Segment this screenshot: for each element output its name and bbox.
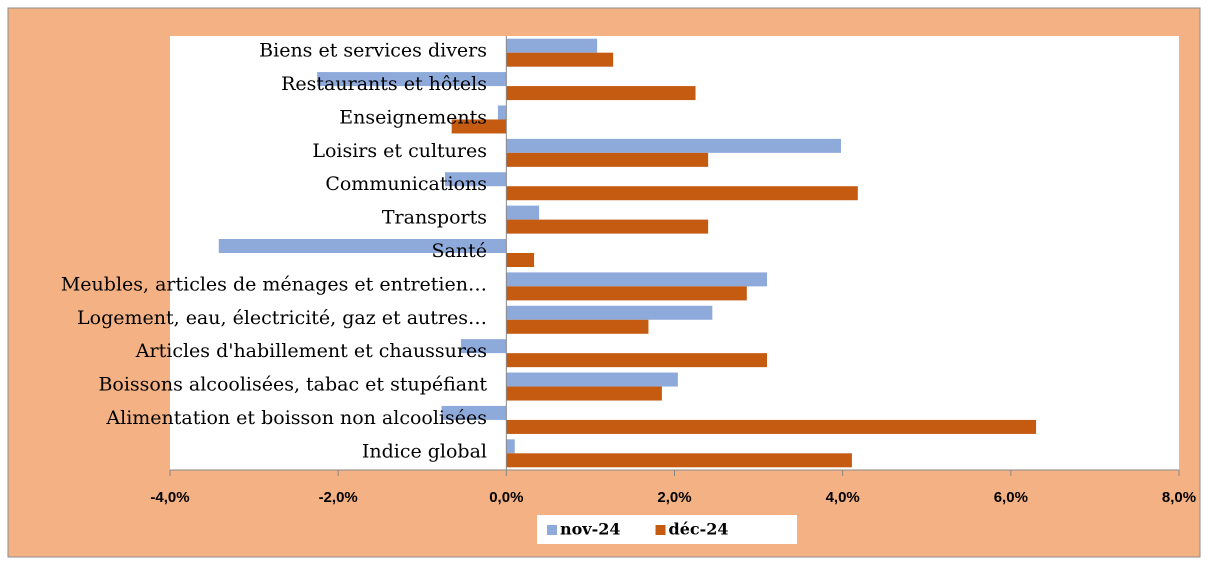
category-label: Indice global — [362, 440, 487, 462]
bar — [506, 86, 696, 101]
bar — [506, 386, 662, 401]
bar — [460, 339, 507, 354]
x-tick-label: 8,0% — [1162, 489, 1196, 506]
legend-label: nov-24 — [560, 520, 621, 539]
legend-box — [537, 515, 797, 544]
bar — [506, 253, 535, 267]
bar — [506, 152, 709, 167]
bar — [506, 372, 678, 387]
x-tick-label: 0,0% — [489, 489, 523, 506]
category-label: Loisirs et cultures — [312, 140, 487, 162]
bar — [506, 205, 540, 220]
bar — [506, 186, 858, 201]
legend-swatch — [655, 525, 666, 535]
legend-swatch — [547, 525, 557, 535]
x-tick-label: -2,0% — [319, 489, 358, 506]
category-label: Meubles, articles de ménages et entretie… — [61, 273, 487, 295]
bar — [218, 239, 507, 253]
chart-body: Biens et services divers Restaurants et h… — [61, 36, 1196, 544]
bar — [506, 286, 747, 301]
category-label: Santé — [432, 240, 487, 262]
bar — [506, 272, 767, 287]
bar — [506, 219, 709, 234]
bar — [506, 319, 649, 334]
bar — [506, 353, 767, 368]
bar — [506, 419, 1037, 434]
bar — [506, 38, 598, 53]
category-label: Logement, eau, électricité, gaz et autre… — [77, 307, 487, 329]
bar — [444, 172, 507, 187]
category-label: Boissons alcoolisées, tabac et stupéfian… — [98, 374, 487, 396]
bar — [506, 138, 841, 153]
category-label: Alimentation et boisson non alcoolisées — [105, 407, 487, 429]
bar — [317, 72, 507, 87]
category-label: Enseignements — [339, 106, 487, 128]
bar — [441, 405, 507, 420]
category-label: Biens et services divers — [259, 40, 487, 62]
x-tick-label: -4,0% — [150, 489, 189, 506]
x-tick-label: 4,0% — [826, 489, 860, 506]
category-label: Restaurants et hôtels — [281, 73, 487, 95]
x-tick-label: 6,0% — [994, 489, 1028, 506]
category-label: Articles d'habillement et chaussures — [135, 340, 487, 362]
bar — [506, 439, 515, 454]
bar — [497, 105, 507, 120]
category-label: Transports — [382, 207, 487, 229]
bar — [506, 453, 852, 468]
bar — [451, 119, 507, 134]
bar — [506, 305, 713, 320]
category-label: Communications — [325, 173, 487, 195]
x-tick-label: 2,0% — [657, 489, 691, 506]
legend-label: déc-24 — [669, 520, 729, 539]
bar — [506, 52, 614, 67]
